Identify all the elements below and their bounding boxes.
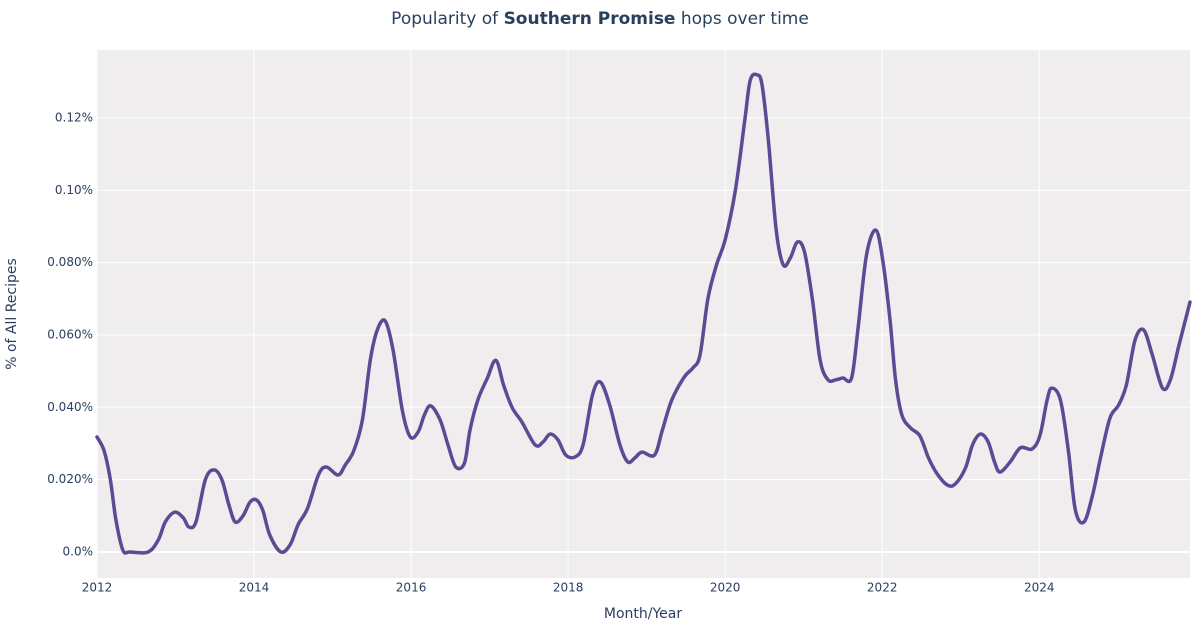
line-series — [95, 72, 1192, 555]
y-tick-label: 0.080% — [47, 255, 93, 269]
y-tick-label: 0.12% — [55, 110, 93, 124]
x-axis-title: Month/Year — [604, 606, 682, 622]
title-bold: Southern Promise — [504, 9, 676, 29]
x-tick-label: 2012 — [82, 581, 113, 595]
title-text: hops over time — [681, 9, 809, 29]
y-tick-label: 0.020% — [47, 472, 93, 486]
y-axis-title: % of All Recipes — [4, 258, 20, 370]
y-tick-label: 0.0% — [63, 544, 94, 558]
chart-title: Popularity of Southern Promise hops over… — [391, 9, 809, 29]
y-tick-label: 0.10% — [55, 183, 93, 197]
x-tick-label: 2018 — [553, 581, 584, 595]
y-tick-label: 0.040% — [47, 400, 93, 414]
plot-background — [97, 50, 1190, 578]
x-tick-label: 2020 — [710, 581, 741, 595]
x-tick-label: 2022 — [867, 581, 898, 595]
x-tick-label: 2024 — [1024, 581, 1055, 595]
x-tick-label: 2014 — [239, 581, 270, 595]
title-text: Popularity of — [391, 9, 499, 29]
y-tick-label: 0.060% — [47, 327, 93, 341]
x-tick-label: 2016 — [396, 581, 427, 595]
